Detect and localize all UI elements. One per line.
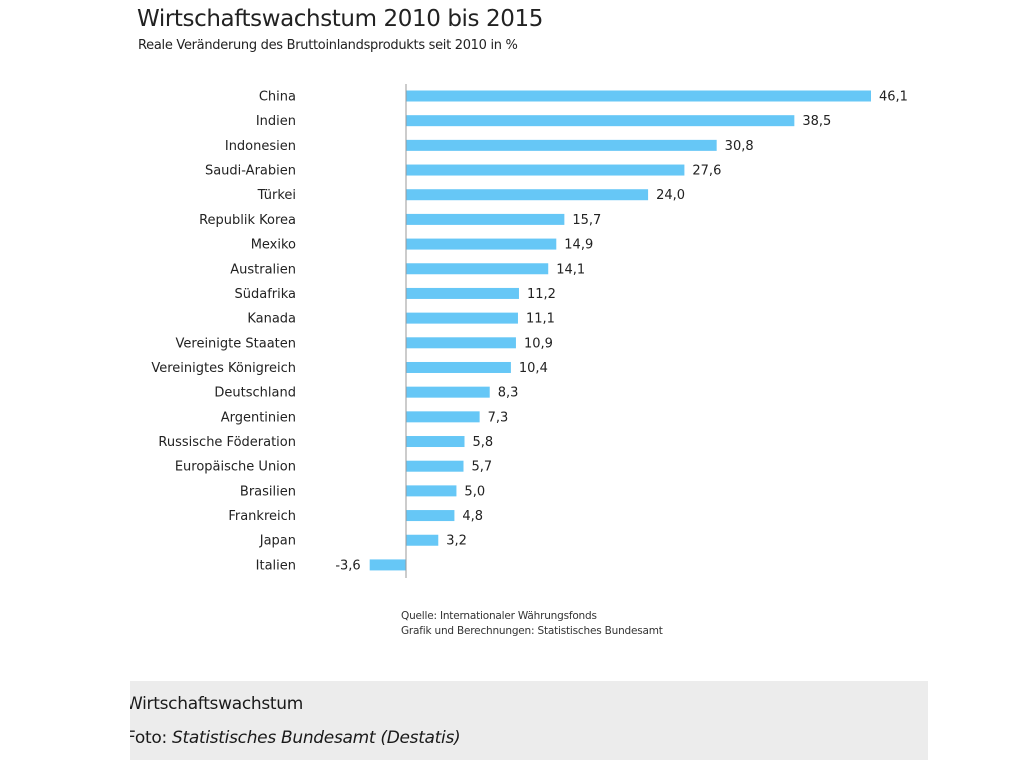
category-label-russische-foederation: Russische Föderation (158, 435, 296, 450)
caption-credit: Foto: Statistisches Bundesamt (Destatis) (130, 728, 461, 748)
category-label-china: China (259, 90, 296, 105)
value-label-indonesien: 30,8 (725, 139, 754, 154)
bar-tuerkei (406, 189, 649, 201)
category-label-mexiko: Mexiko (251, 238, 296, 253)
bar-saudi-arabien (406, 164, 685, 176)
value-label-australien: 14,1 (556, 262, 585, 277)
value-label-vereinigtes-koenigreich: 10,4 (519, 361, 548, 376)
bar-russische-foederation (406, 436, 465, 448)
bar-europaeische-union (406, 460, 464, 472)
value-label-saudi-arabien: 27,6 (692, 164, 721, 179)
value-label-russische-foederation: 5,8 (473, 435, 494, 450)
bar-suedafrika (406, 287, 519, 299)
caption-credit-source: Statistisches Bundesamt (Destatis) (171, 728, 461, 748)
bar-vereinigte-staaten (406, 337, 516, 349)
value-label-brasilien: 5,0 (464, 484, 485, 499)
category-label-deutschland: Deutschland (214, 386, 296, 401)
bar-china (406, 90, 871, 102)
value-label-suedafrika: 11,2 (527, 287, 556, 302)
value-label-indien: 38,5 (802, 114, 831, 129)
category-label-kanada: Kanada (247, 312, 296, 327)
value-label-frankreich: 4,8 (462, 509, 483, 524)
value-label-italien: -3,6 (335, 558, 360, 573)
category-label-australien: Australien (230, 262, 296, 277)
source-line-2: Grafik und Berechnungen: Statistisches B… (401, 625, 663, 637)
category-label-indien: Indien (256, 114, 296, 129)
chart-title: Wirtschaftswachstum 2010 bis 2015 (137, 6, 543, 32)
category-label-vereinigtes-koenigreich: Vereinigtes Königreich (151, 361, 296, 376)
value-label-mexiko: 14,9 (564, 238, 593, 253)
bar-deutschland (406, 386, 490, 398)
category-label-europaeische-union: Europäische Union (175, 460, 296, 475)
category-label-suedafrika: Südafrika (234, 287, 296, 302)
chart-source: Quelle: Internationaler Währungsfonds Gr… (401, 609, 663, 639)
bar-chart: China 46,1 Indien 38,5 Indonesien 30,8 Saudi-A… (151, 84, 908, 578)
category-label-italien: Italien (256, 558, 296, 573)
value-label-europaeische-union: 5,7 (471, 460, 492, 475)
bar-australien (406, 263, 549, 275)
bar-vereinigtes-koenigreich (406, 361, 511, 373)
image-caption: Wirtschaftswachstum Foto: Statistisches … (130, 681, 928, 760)
source-line-1: Quelle: Internationaler Währungsfonds (401, 610, 597, 622)
caption-title: Wirtschaftswachstum (130, 694, 304, 714)
bar-indonesien (406, 139, 717, 151)
value-label-china: 46,1 (879, 90, 908, 105)
category-label-republik-korea: Republik Korea (199, 213, 296, 228)
category-label-indonesien: Indonesien (225, 139, 296, 154)
value-label-tuerkei: 24,0 (656, 188, 685, 203)
category-label-saudi-arabien: Saudi-Arabien (205, 164, 296, 179)
chart-subtitle: Reale Veränderung des Bruttoinlandsprodu… (138, 38, 518, 53)
category-label-brasilien: Brasilien (240, 484, 296, 499)
bar-frankreich (406, 510, 455, 522)
value-label-republik-korea: 15,7 (572, 213, 601, 228)
value-label-kanada: 11,1 (526, 312, 555, 327)
category-label-argentinien: Argentinien (221, 410, 296, 425)
value-label-deutschland: 8,3 (498, 386, 519, 401)
bar-mexiko (406, 238, 557, 250)
bar-kanada (406, 312, 518, 324)
category-label-tuerkei: Türkei (257, 188, 296, 203)
bar-republik-korea (406, 213, 565, 225)
bar-argentinien (406, 411, 480, 423)
caption-credit-prefix: Foto: (130, 728, 172, 748)
value-label-argentinien: 7,3 (488, 410, 509, 425)
category-label-japan: Japan (259, 534, 296, 549)
category-label-frankreich: Frankreich (228, 509, 296, 524)
value-label-japan: 3,2 (446, 534, 467, 549)
value-label-vereinigte-staaten: 10,9 (524, 336, 553, 351)
category-label-vereinigte-staaten: Vereinigte Staaten (176, 336, 297, 351)
bar-japan (406, 534, 439, 546)
bar-indien (406, 115, 795, 127)
bar-brasilien (406, 485, 457, 497)
bar-italien (369, 559, 406, 571)
